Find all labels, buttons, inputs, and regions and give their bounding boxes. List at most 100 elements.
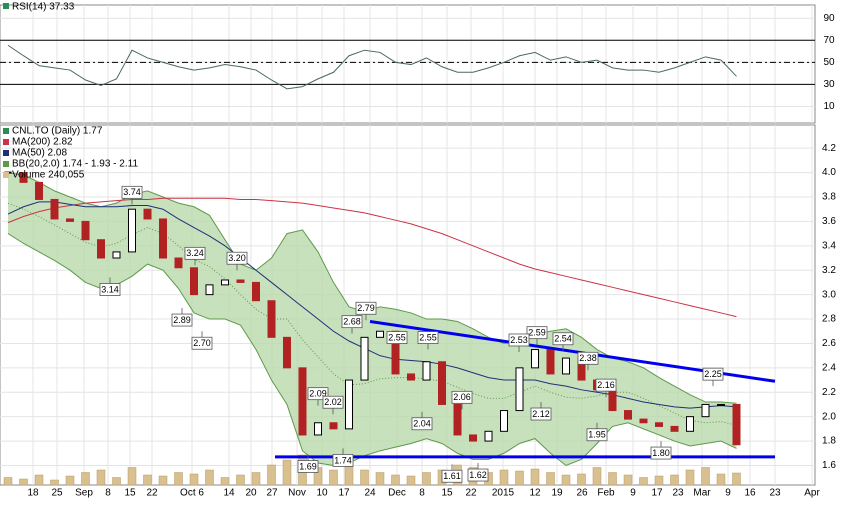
candle [701, 403, 710, 418]
candle [298, 367, 307, 436]
annotation-label: 2.25 [704, 369, 722, 379]
annotation-box [322, 395, 344, 409]
y-tick-label: 4.2 [822, 143, 836, 154]
candle [624, 410, 632, 420]
candle [267, 300, 276, 338]
annotation-box [586, 428, 608, 442]
volume-bar [81, 472, 90, 486]
annotation-label: 2.12 [532, 409, 550, 419]
volume-bar [34, 474, 44, 486]
annotation-label: 2.70 [193, 338, 211, 348]
volume-bar [143, 474, 152, 486]
volume-bar [608, 472, 617, 486]
legend-icon [3, 3, 9, 9]
annotation-box [702, 367, 724, 381]
candle [686, 416, 694, 432]
x-tick-label: 23 [672, 488, 684, 499]
annotation-box [417, 331, 439, 344]
volume-bar [530, 468, 540, 486]
y-tick-label: 1.8 [822, 436, 836, 447]
annotation-box [530, 407, 552, 421]
volume-bar [220, 477, 230, 486]
x-tick-label: 16 [744, 488, 756, 499]
legend-entry: CNL.TO (Daily) 1.77 [12, 126, 103, 137]
x-tick-label: 15 [441, 488, 453, 499]
legend-icon [3, 128, 9, 134]
candle [546, 349, 555, 375]
y-tick-label: 3.8 [822, 192, 836, 203]
candle [236, 279, 245, 283]
annotation-label: 2.09 [309, 389, 327, 399]
candle [81, 220, 90, 241]
annotation-box [411, 417, 433, 431]
candle [407, 373, 415, 381]
annotation-label: 2.06 [453, 392, 471, 402]
volume-bar [546, 472, 555, 486]
candle [97, 239, 105, 259]
x-tick-label: Mar [693, 488, 711, 499]
x-tick-label: 8 [419, 488, 425, 499]
candle [562, 357, 570, 375]
candle [35, 181, 43, 200]
rsi-tick-label: 90 [823, 13, 835, 24]
volume-bar [3, 477, 13, 486]
x-tick-label: 14 [223, 488, 235, 499]
y-tick-label: 3.4 [822, 240, 836, 251]
candle [205, 284, 214, 296]
y-tick-label: 4.0 [822, 167, 836, 178]
y-tick-label: 2.2 [822, 387, 836, 398]
candle [190, 267, 198, 296]
annotation-box [467, 468, 489, 482]
candle [252, 281, 260, 302]
y-tick-label: 2.6 [822, 338, 836, 349]
legend-entry: MA(50) 2.08 [12, 148, 67, 159]
annotation-box [297, 460, 319, 473]
rsi-line [7, 44, 737, 90]
annotation-label: 1.95 [588, 430, 606, 440]
legend-entry: BB(20,2.0) 1.74 - 1.93 - 2.11 [12, 159, 138, 170]
volume-bar [329, 469, 338, 486]
annotation-box [552, 332, 574, 346]
x-tick-label: 19 [551, 488, 563, 499]
x-tick-label: 20 [245, 488, 257, 499]
volume-bar [189, 473, 199, 486]
annotation-label: 2.16 [597, 380, 615, 390]
bb-band-fill [8, 172, 737, 466]
volume-bar [50, 479, 59, 486]
volume-bar [375, 472, 385, 486]
legend-entry: MA(200) 2.82 [12, 137, 73, 148]
annotation-box [184, 246, 206, 260]
annotation-box [526, 326, 548, 340]
volume-bar [267, 464, 276, 486]
x-tick-label: 22 [465, 488, 477, 499]
x-tick-label: 18 [27, 488, 39, 499]
candle [66, 218, 74, 222]
volume-bar [19, 478, 28, 486]
annotation-label: 1.80 [652, 448, 670, 458]
candle [143, 208, 152, 220]
candle [50, 198, 59, 220]
annotation-box [226, 251, 248, 265]
volume-bar [236, 474, 245, 486]
legend-icon [3, 150, 9, 156]
volume-bar [391, 474, 400, 486]
candle [655, 422, 663, 427]
legend-icon [3, 172, 9, 178]
volume-bar [732, 472, 741, 486]
candle [159, 218, 167, 259]
annotation-box [341, 315, 363, 329]
annotation-box [508, 333, 530, 347]
y-tick-label: 1.6 [822, 460, 836, 471]
rsi-legend: RSI(14) 37.33 [12, 2, 75, 13]
x-tick-label: 25 [51, 488, 63, 499]
candle [376, 330, 384, 338]
candle [174, 257, 183, 269]
y-tick-label: 3.6 [822, 216, 836, 227]
x-tick-label: 9 [725, 488, 731, 499]
annotation-label: 2.59 [528, 328, 546, 338]
legend-icon [3, 161, 9, 167]
x-tick-label: Feb [597, 488, 615, 499]
volume-bar [716, 473, 726, 486]
x-tick-label: 22 [146, 488, 158, 499]
candle [453, 403, 462, 436]
